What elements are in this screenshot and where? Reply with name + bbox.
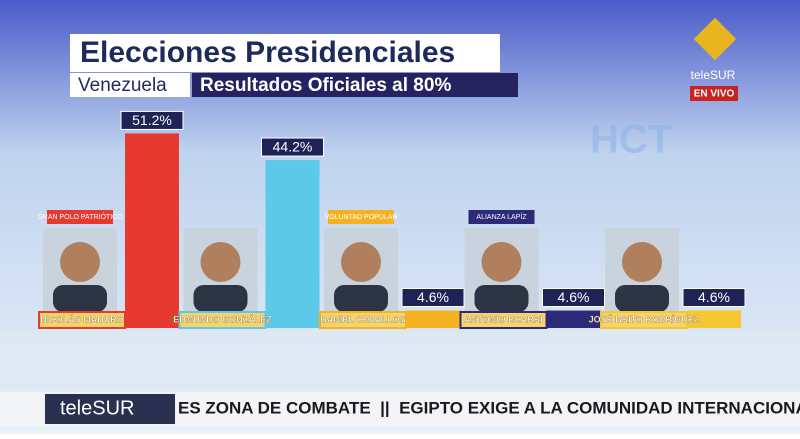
value-label-box	[542, 288, 605, 308]
value-label: 4.6%	[558, 289, 590, 305]
bar	[687, 310, 741, 328]
photo-body	[334, 285, 388, 312]
value-label: 44.2%	[273, 139, 313, 155]
party-label: GRAN POLO PATRIÓTICO	[37, 212, 123, 221]
value-label: 51.2%	[132, 112, 172, 128]
name-box	[459, 311, 548, 329]
party-label: VOLUNTAD POPULAR	[325, 214, 398, 221]
party-box	[468, 210, 535, 224]
bar	[546, 310, 601, 328]
value-label-box	[120, 110, 184, 130]
photo-head	[60, 242, 100, 282]
country-box	[70, 73, 190, 97]
candidate-name: NICOLÁS MADURO	[40, 314, 124, 324]
channel-logo: teleSUR	[691, 68, 736, 82]
subtitle: Resultados Oficiales al 80%	[200, 75, 451, 96]
photo-head	[200, 242, 241, 282]
value-label-box	[261, 137, 324, 157]
title: Elecciones Presidenciales	[80, 36, 455, 69]
party-label: ALIANZA LAPÍZ	[476, 212, 527, 221]
photo-head	[622, 242, 662, 282]
watermark: HCT	[590, 118, 672, 162]
bar	[265, 160, 320, 328]
photo-body	[615, 285, 669, 312]
photo-head	[481, 242, 522, 282]
ticker-text: ES ZONA DE COMBATE || EGIPTO EXIGE A LA …	[178, 398, 800, 417]
candidate-name: EDMUNDO GONZÁLEZ	[173, 314, 272, 324]
value-label-box	[682, 288, 746, 308]
country: Venezuela	[78, 75, 167, 96]
candidate-name: DANIEL CEBALLOS	[320, 314, 405, 324]
floor	[0, 330, 800, 390]
ticker-logo-box	[45, 394, 175, 424]
bar	[125, 133, 179, 328]
name-box	[178, 311, 267, 329]
value-label: 4.6%	[698, 289, 730, 305]
ticker-logo: teleSUR	[60, 397, 134, 419]
name-box	[600, 311, 688, 329]
party-box	[47, 210, 113, 224]
name-box	[38, 311, 126, 329]
photo-head	[341, 242, 381, 282]
chart: 51.2% GRAN POLO PATRIÓTICO NICOLÁS MADURO 4…	[37, 110, 746, 329]
photo-body	[193, 285, 248, 312]
candidate-name: JOSÉ BRITO RODRÍGUEZ	[589, 314, 700, 324]
photo-body	[474, 285, 529, 312]
party-box	[328, 210, 394, 224]
live-label: EN VIVO	[694, 89, 735, 100]
value-label: 4.6%	[417, 289, 449, 305]
name-box	[319, 311, 407, 329]
title-box	[70, 34, 500, 72]
live-box	[690, 86, 738, 101]
photo-body	[53, 285, 107, 312]
bar	[406, 310, 460, 328]
value-label-box	[401, 288, 465, 308]
candidate-name: ANTONIO ECARRI	[464, 314, 542, 324]
subtitle-box	[192, 73, 518, 97]
